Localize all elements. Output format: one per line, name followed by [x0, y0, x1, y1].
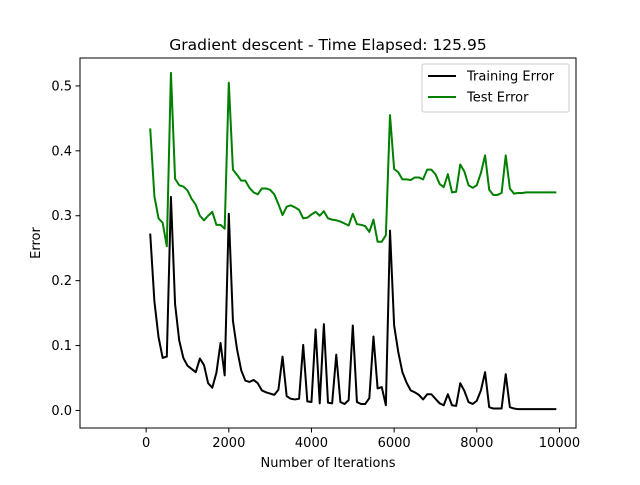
legend: Training Error Test Error	[421, 63, 570, 113]
plot-area	[80, 58, 576, 428]
x-axis-ticks: 0 2000 4000 6000 8000 10000	[142, 428, 580, 451]
x-tick-label: 0	[142, 436, 150, 451]
y-tick-label: 0.1	[51, 339, 72, 354]
x-tick-label: 6000	[378, 436, 411, 451]
y-tick-label: 0.3	[51, 209, 72, 224]
x-tick-label: 8000	[460, 436, 493, 451]
y-tick-label: 0.2	[51, 274, 72, 289]
y-tick-label: 0.5	[51, 79, 72, 94]
x-tick-label: 10000	[539, 436, 580, 451]
legend-label-test-error: Test Error	[466, 91, 529, 106]
series-line-training-error	[149, 195, 557, 411]
y-tick-label: 0.4	[51, 144, 72, 159]
chart-title: Gradient descent - Time Elapsed: 125.95	[169, 36, 486, 54]
x-axis-label: Number of Iterations	[261, 456, 396, 471]
series-layer	[149, 71, 557, 411]
legend-label-training-error: Training Error	[466, 70, 555, 85]
legend-box	[421, 63, 570, 113]
y-tick-label: 0.0	[51, 404, 72, 419]
y-axis-label: Error	[29, 227, 44, 259]
x-tick-label: 4000	[295, 436, 328, 451]
series-line-test-error	[149, 71, 557, 248]
y-axis-ticks: 0.0 0.1 0.2 0.3 0.4 0.5	[51, 79, 80, 419]
x-tick-label: 2000	[212, 436, 245, 451]
plot-frame	[79, 57, 577, 429]
